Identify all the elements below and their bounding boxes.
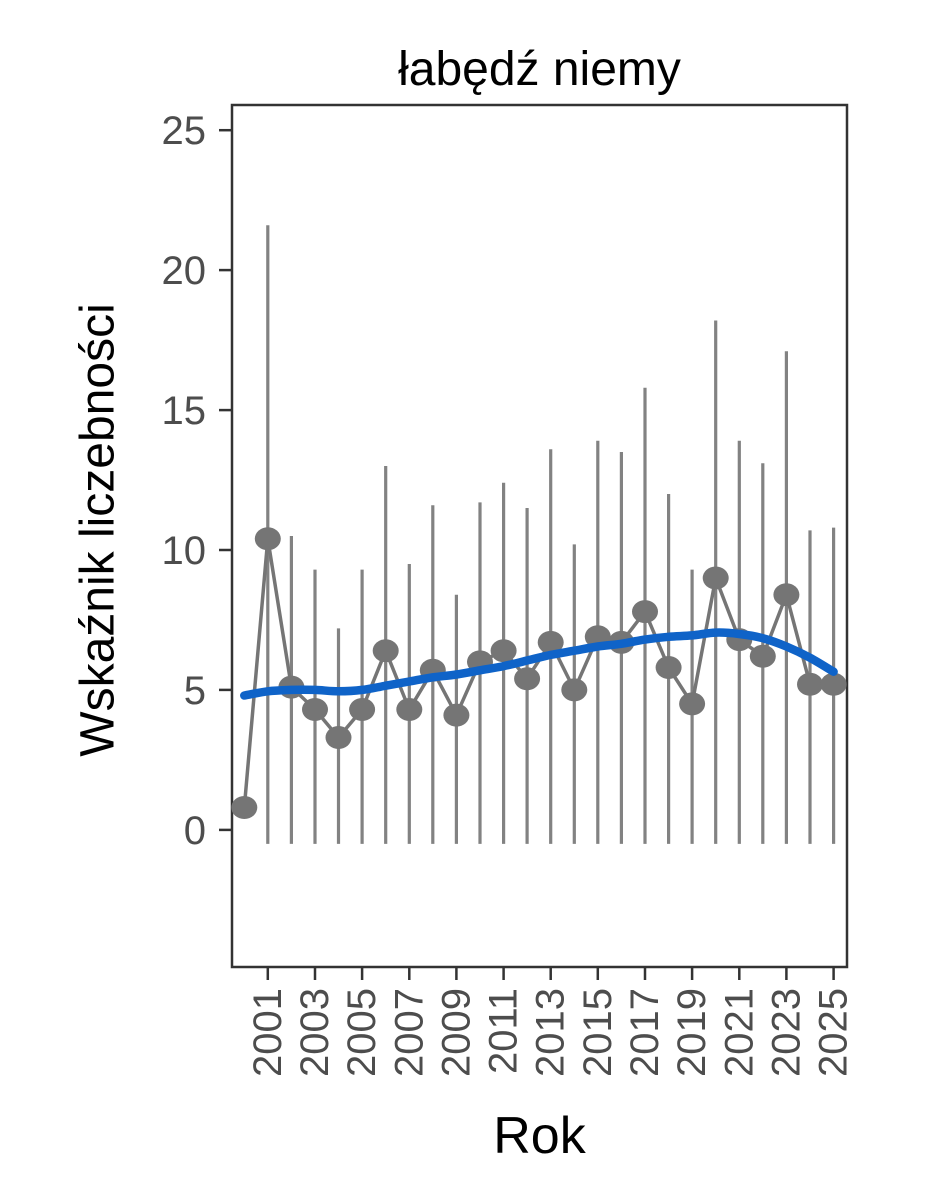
data-point [443,703,470,727]
plot-border [230,103,849,969]
x-axis-tick-label: 2011 [482,988,526,1074]
chart-title: łabędź niemy [398,43,681,96]
data-point [655,656,682,679]
data-point [325,726,352,749]
data-point [702,566,729,590]
data-point [537,630,564,654]
y-axis-tick-label: 20 [162,249,207,293]
y-axis-tick-label: 15 [162,389,207,433]
x-axis-tick-label: 2023 [764,988,808,1077]
data-point [254,527,281,551]
data-point [632,600,658,624]
data-point [349,698,376,721]
x-axis-tick-label: 2025 [812,988,856,1077]
y-axis-tick-label: 10 [162,529,207,573]
data-point [820,672,847,696]
data-point [490,639,517,663]
x-axis-tick-label: 2021 [717,988,761,1077]
x-axis-label: Rok [493,1107,586,1165]
x-axis-tick-label: 2015 [576,988,620,1077]
x-axis-tick-label: 2007 [387,988,431,1077]
data-point [773,583,800,607]
y-axis-tick-label: 5 [184,669,206,713]
data-point [372,639,399,663]
data-series-line [242,537,834,808]
x-axis-tick-label: 2009 [434,988,478,1077]
x-axis-tick-label: 2003 [293,988,337,1077]
x-axis-tick-label: 2019 [670,988,714,1077]
data-point [797,672,823,696]
y-axis-tick-label: 0 [184,809,206,853]
x-axis-tick-label: 2005 [340,988,384,1077]
data-point [231,796,258,819]
data-point [561,678,588,702]
x-axis-tick-label: 2017 [623,988,667,1077]
y-axis-tick-label: 25 [162,109,207,153]
data-point [396,698,423,721]
data-point [679,692,706,716]
data-point [514,667,541,691]
data-point [749,644,776,668]
x-axis-tick-label: 2001 [246,988,290,1077]
trend-line [240,628,838,700]
x-axis-tick-label: 2013 [529,988,573,1077]
data-point [302,698,328,721]
